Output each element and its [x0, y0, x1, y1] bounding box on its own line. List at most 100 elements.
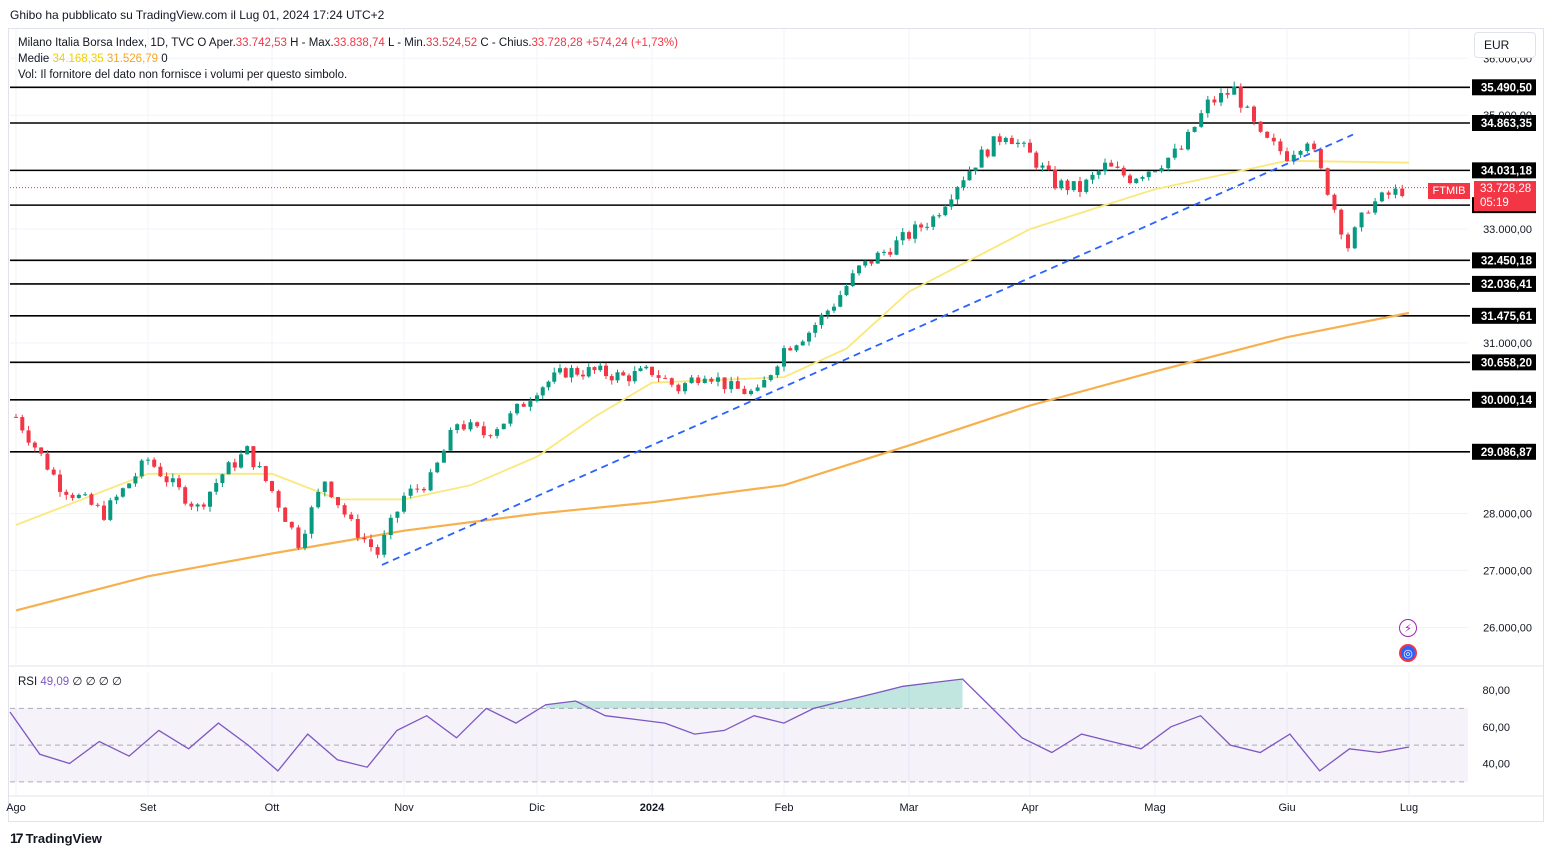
globe-icon[interactable]: ◎ — [1399, 644, 1417, 662]
level-label: 34.863,35 — [1481, 118, 1533, 130]
candle-body — [263, 466, 268, 482]
candle-body — [762, 380, 767, 388]
candle-body — [421, 488, 426, 491]
candle-body — [925, 226, 930, 228]
x-tick-label: Nov — [394, 802, 414, 814]
candle-body — [127, 483, 132, 489]
level-label: 30.658,20 — [1481, 357, 1532, 369]
candle-body — [749, 390, 753, 395]
lightning-icon[interactable]: ⚡︎ — [1399, 619, 1417, 637]
ma-fast-line — [15, 159, 1410, 526]
candle-body — [894, 240, 899, 255]
candle-body — [133, 476, 138, 484]
candle-body — [863, 260, 868, 266]
candle-body — [644, 366, 649, 369]
low-value: 33.524,52 — [425, 37, 478, 49]
candle-body — [158, 466, 163, 477]
candle-body — [108, 500, 113, 520]
candle-body — [1134, 178, 1139, 184]
candle-body — [1219, 92, 1223, 103]
currency-selector[interactable]: EUR — [1474, 32, 1536, 58]
level-label-bg — [1472, 114, 1536, 131]
candle-body — [800, 341, 805, 346]
candle-body — [575, 368, 580, 375]
candle-body — [716, 377, 720, 382]
candle-body — [1009, 137, 1014, 145]
open-value: 33.742,53 — [235, 37, 287, 49]
y-tick-label: 28.000,00 — [1483, 509, 1532, 521]
candle-body — [177, 478, 181, 488]
candle-body — [598, 365, 603, 371]
candle-body — [1258, 121, 1263, 132]
candle-body — [1040, 165, 1045, 168]
candle-body — [232, 462, 237, 468]
candle-body — [973, 167, 978, 171]
candle-body — [1352, 227, 1357, 249]
candle-body — [475, 422, 480, 427]
x-tick-label: Mag — [1144, 802, 1165, 814]
candle-body — [768, 375, 773, 381]
candle-body — [289, 521, 294, 528]
candle-body — [807, 332, 811, 342]
open-prefix: Aper. — [208, 37, 236, 49]
open-label: O — [197, 37, 207, 49]
candle-body — [782, 348, 786, 367]
rsi-line — [9, 678, 1410, 772]
candle-body — [1305, 143, 1310, 152]
high-value: 33.838,74 — [333, 37, 385, 49]
candle-body — [448, 430, 453, 451]
level-label: 30.000,14 — [1481, 395, 1533, 407]
tradingview-brand[interactable]: 17 TradingView — [10, 830, 102, 846]
level-label: 35.490,50 — [1481, 82, 1532, 94]
candle-body — [1153, 171, 1157, 173]
candle-body — [32, 442, 37, 448]
ma-slow-line — [15, 311, 1410, 612]
candle-body — [251, 446, 256, 468]
candle-body — [14, 416, 18, 418]
level-label-bg — [1472, 307, 1536, 324]
candle-body — [309, 507, 314, 534]
candle-body — [461, 424, 466, 430]
candle-body — [729, 381, 734, 390]
rsi-tick-label: 80,00 — [1482, 685, 1510, 697]
level-label-bg — [1472, 275, 1536, 292]
candle-body — [1109, 162, 1114, 167]
candle-body — [355, 519, 360, 538]
level-label: 29.086,87 — [1481, 447, 1532, 459]
rsi-value: 49,09 — [40, 676, 70, 688]
candle-body — [508, 413, 513, 424]
candle-body — [402, 495, 406, 512]
candle-body — [1379, 192, 1384, 202]
candle-body — [1332, 194, 1337, 210]
candle-body — [316, 491, 321, 508]
trendline — [381, 133, 1354, 566]
candle-body — [569, 368, 574, 378]
candle-body — [869, 260, 874, 264]
candle-body — [83, 494, 88, 496]
candle-body — [501, 423, 506, 430]
rsi-tick-label: 40,00 — [1482, 759, 1510, 771]
candle-body — [189, 503, 194, 507]
level-label-bg — [1472, 443, 1536, 460]
candle-body — [226, 462, 231, 475]
candle-body — [844, 286, 849, 296]
candle-body — [669, 378, 674, 385]
candle-body — [1393, 188, 1398, 195]
last-price: 33.728,28 — [1480, 183, 1532, 195]
candle-body — [283, 507, 288, 522]
candle-body — [468, 422, 473, 430]
candle-body — [907, 232, 911, 239]
candle-body — [1053, 169, 1057, 189]
candle-body — [581, 374, 585, 377]
candle-body — [689, 377, 694, 384]
candle-body — [1003, 137, 1008, 143]
candle-body — [1084, 179, 1089, 192]
x-tick-label: Giu — [1278, 802, 1295, 814]
candle-body — [558, 368, 562, 373]
candle-body — [1245, 106, 1250, 108]
chart-frame — [8, 28, 1544, 822]
level-label: 34.031,18 — [1481, 165, 1533, 177]
candle-body — [1339, 209, 1344, 235]
close-prefix: C — [480, 37, 489, 49]
